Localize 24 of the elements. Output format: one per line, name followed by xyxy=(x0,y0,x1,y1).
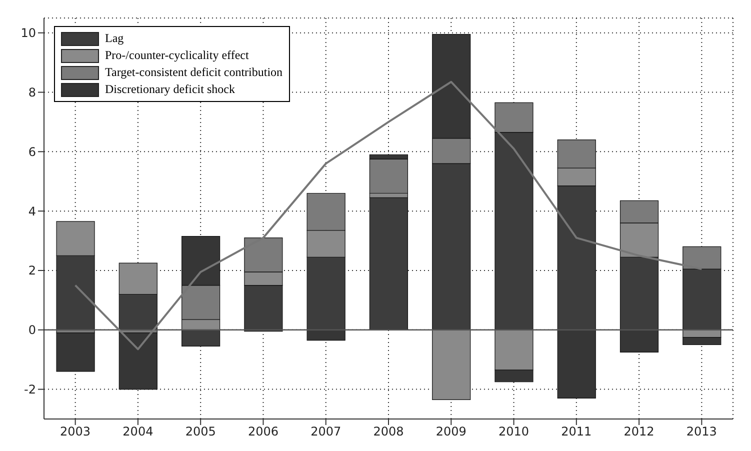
y-tick-label: 8 xyxy=(28,86,36,100)
x-tick-label: 2007 xyxy=(310,424,342,439)
y-tick-label: 0 xyxy=(28,323,36,338)
y-tick-label: 2 xyxy=(28,264,36,278)
x-tick-label: 2008 xyxy=(373,424,404,439)
y-tick-label: 6 xyxy=(28,144,36,159)
x-tick-label: 2010 xyxy=(498,424,530,439)
legend-label: Target-consistent deficit contribution xyxy=(105,65,283,80)
x-tick-label: 2011 xyxy=(561,424,592,439)
legend-label: Pro-/counter-cyclicality effect xyxy=(105,48,249,63)
x-tick-label: 2003 xyxy=(60,424,91,439)
x-tick-label: 2012 xyxy=(624,424,654,439)
x-tick-label: 2013 xyxy=(686,424,717,439)
y-tick-label: -2 xyxy=(24,382,36,397)
y-tick-label: 10 xyxy=(20,26,36,40)
legend-label: Lag xyxy=(105,31,124,46)
legend-label: Discretionary deficit shock xyxy=(105,82,235,97)
x-tick-label: 2009 xyxy=(436,424,466,439)
x-tick-label: 2006 xyxy=(248,424,278,439)
y-tick-label: 4 xyxy=(28,204,36,218)
bar xyxy=(56,332,95,372)
bar xyxy=(369,158,408,194)
x-tick-label: 2004 xyxy=(122,424,154,439)
x-tick-label: 2005 xyxy=(185,424,216,439)
